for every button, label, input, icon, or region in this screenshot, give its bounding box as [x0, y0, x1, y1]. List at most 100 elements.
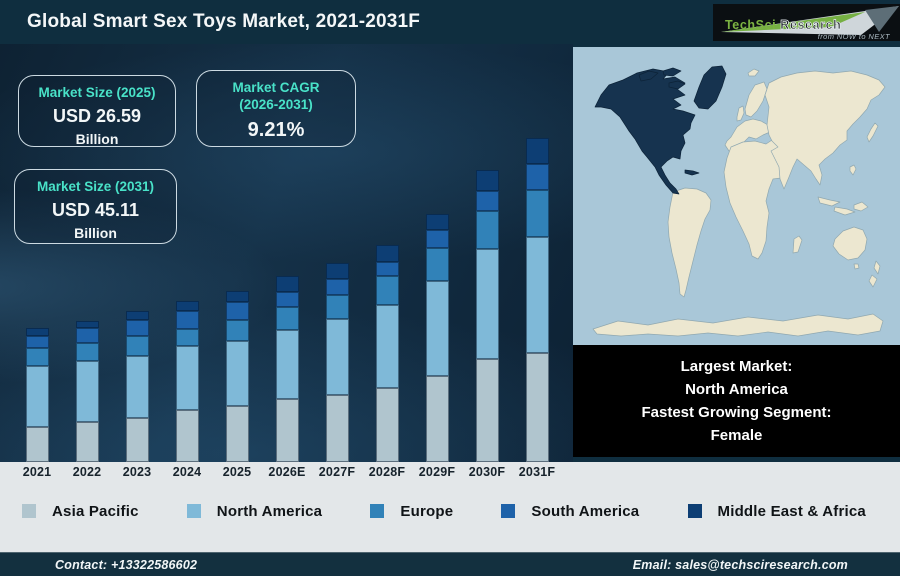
world-map	[573, 47, 900, 345]
bar-segment-asia-pacific	[125, 418, 149, 462]
legend-item-north-america: North America	[186, 503, 322, 520]
bar-segment-europe	[275, 307, 299, 330]
bar-segment-south-america	[125, 320, 149, 336]
bar-segment-asia-pacific	[525, 353, 549, 462]
bar-segment-asia-pacific	[325, 395, 349, 462]
bar-segment-south-america	[275, 292, 299, 307]
stat-label-line2: (2026-2031)	[239, 97, 313, 112]
x-axis-label: 2022	[72, 465, 102, 479]
stat-label: Market Size (2025)	[38, 85, 156, 100]
bar-segment-south-america	[175, 311, 199, 329]
bar-segment-asia-pacific	[225, 406, 249, 462]
bar-segment-europe	[175, 329, 199, 346]
bar-segment-north-america	[25, 366, 49, 427]
bottom-strip	[0, 462, 900, 552]
x-axis-label: 2024	[172, 465, 202, 479]
legend-swatch	[501, 504, 516, 518]
bar-segment-asia-pacific	[275, 399, 299, 462]
bar-segment-middle-east-africa	[275, 276, 299, 292]
bar-segment-middle-east-africa	[125, 311, 149, 320]
bar-segment-middle-east-africa	[225, 291, 249, 302]
legend-label: South America	[531, 502, 640, 520]
logo-arrow-icon	[721, 6, 899, 35]
region-new-zealand-north	[873, 260, 881, 275]
stat-value: 9.21%	[247, 119, 305, 141]
bar-segment-south-america	[325, 279, 349, 295]
bar-segment-south-america	[25, 336, 49, 348]
chart-panel: Market Size (2025) USD 26.59 Billion Mar…	[0, 44, 573, 462]
continent-australia	[832, 226, 868, 261]
page-title: Global Smart Sex Toys Market, 2021-2031F	[27, 11, 421, 32]
bar-segment-north-america	[175, 346, 199, 410]
region-iceland	[747, 68, 760, 77]
legend-label: Middle East & Africa	[717, 502, 866, 520]
bars-layer	[0, 44, 573, 462]
bar-segment-north-america	[525, 237, 549, 353]
bar-segment-europe	[475, 211, 499, 249]
bar-segment-asia-pacific	[475, 359, 499, 462]
continent-europe	[724, 118, 771, 152]
bar-segment-south-america	[475, 191, 499, 211]
legend-item-south-america: South America	[501, 503, 639, 520]
stat-value: USD 45.11	[51, 200, 140, 220]
stat-label: Market Size (2031)	[36, 179, 155, 194]
techsci-wordmark: TechSci	[725, 18, 777, 32]
bar-2024	[175, 301, 199, 462]
stat-box-market-size-2031: Market Size (2031) USD 45.11 Billion	[14, 169, 177, 244]
bar-segment-north-america	[325, 319, 349, 395]
legend-label: Asia Pacific	[52, 502, 139, 520]
brand-wordmark: TechSci Research	[725, 18, 841, 33]
bar-segment-south-america	[75, 328, 99, 343]
bar-2029F	[425, 214, 449, 462]
legend: Asia Pacific North America Europe South Ame…	[0, 495, 900, 527]
bar-segment-middle-east-africa	[475, 170, 499, 191]
legend-item-asia-pacific: Asia Pacific	[22, 503, 139, 520]
bar-2022	[75, 321, 99, 462]
logo-tagline: from NOW to NEXT	[817, 32, 890, 41]
bar-segment-asia-pacific	[75, 422, 99, 462]
bar-segment-europe	[375, 276, 399, 305]
stat-unit: Billion	[74, 225, 117, 241]
x-axis-label: 2026E	[268, 465, 306, 479]
callout-fastest-segment-label: Fastest Growing Segment:	[641, 404, 832, 421]
bar-segment-middle-east-africa	[25, 328, 49, 336]
bar-segment-middle-east-africa	[325, 263, 349, 279]
legend-swatch	[687, 504, 702, 518]
region-philippines	[849, 164, 857, 176]
region-greenland-highlight	[693, 65, 727, 110]
bar-segment-europe	[25, 348, 49, 366]
region-indonesia-1	[817, 196, 841, 207]
bar-segment-south-america	[375, 262, 399, 276]
x-axis-label: 2023	[122, 465, 152, 479]
bar-segment-south-america	[425, 230, 449, 248]
callout-largest-market-label: Largest Market:	[680, 358, 793, 375]
email-text: Email: sales@techsciresearch.com	[632, 557, 848, 572]
bar-segment-south-america	[225, 302, 249, 320]
bar-segment-europe	[225, 320, 249, 341]
region-arctic-island-3	[668, 80, 686, 90]
legend-item-europe: Europe	[370, 503, 453, 520]
bar-segment-middle-east-africa	[525, 138, 549, 164]
bar-segment-north-america	[375, 305, 399, 388]
legend-swatch	[370, 504, 385, 518]
bar-2026E	[275, 276, 299, 462]
bar-segment-europe	[525, 190, 549, 237]
x-axis-label: 2028F	[368, 465, 406, 479]
continent-asia	[764, 70, 886, 190]
header: Global Smart Sex Toys Market, 2021-2031F…	[0, 0, 900, 44]
bar-segment-asia-pacific	[175, 410, 199, 462]
x-axis-label: 2029F	[418, 465, 456, 479]
stat-label: Market CAGR	[232, 80, 320, 95]
stat-box-market-cagr: Market CAGR (2026-2031) 9.21%	[196, 70, 356, 147]
bar-segment-middle-east-africa	[425, 214, 449, 230]
bar-segment-north-america	[75, 361, 99, 422]
bar-segment-asia-pacific	[425, 376, 449, 462]
bar-segment-middle-east-africa	[375, 245, 399, 262]
region-caribbean	[684, 169, 700, 176]
bar-segment-europe	[75, 343, 99, 361]
footer: Contact: +13322586602 Email: sales@techs…	[0, 552, 900, 576]
continent-south-america	[667, 187, 712, 298]
legend-swatch	[22, 504, 36, 518]
continent-north-america-highlight	[594, 68, 696, 195]
